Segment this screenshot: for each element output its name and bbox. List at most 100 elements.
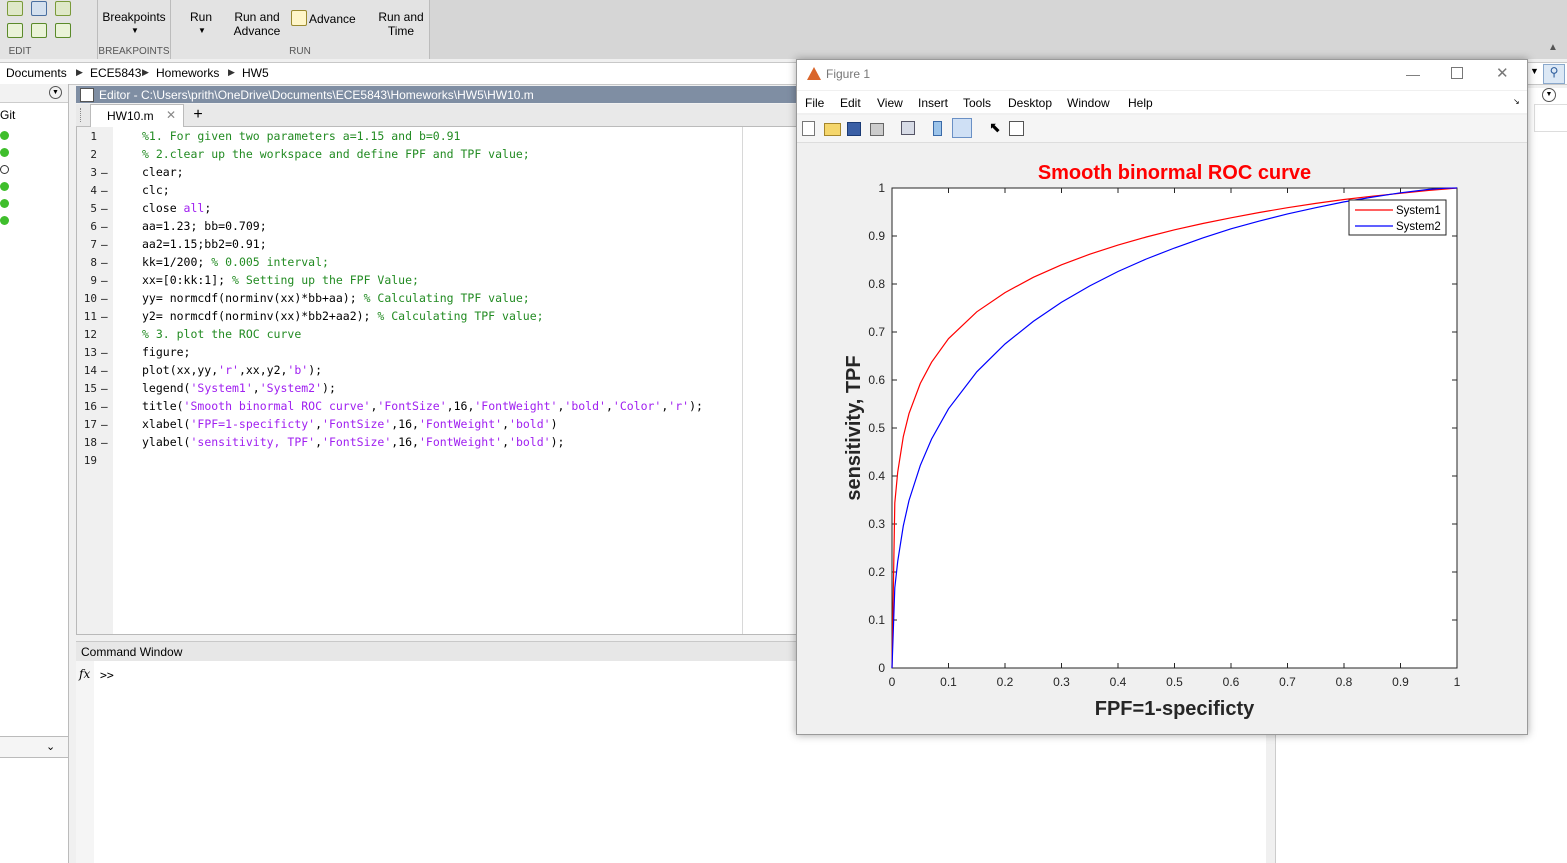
line-number: 19 (83, 454, 97, 467)
crumb-arrow-icon[interactable]: ▶ (76, 67, 83, 77)
property-editor-icon[interactable] (1009, 121, 1024, 136)
series-line-system1[interactable] (891, 187, 1458, 669)
close-icon[interactable]: ✕ (1496, 65, 1509, 82)
breakpoint-marker[interactable]: — (101, 166, 108, 179)
breakpoint-marker[interactable]: — (101, 292, 108, 305)
link-plot-icon[interactable] (901, 121, 915, 135)
advance-icon[interactable] (291, 10, 307, 26)
breakpoint-marker[interactable]: — (101, 238, 108, 251)
breakpoint-marker[interactable]: — (101, 418, 108, 431)
print-icon[interactable] (870, 123, 884, 136)
y-tick-label: 0.6 (868, 373, 885, 387)
function-browser-icon[interactable]: fx (79, 667, 91, 681)
breakpoint-marker[interactable]: — (101, 310, 108, 323)
code-token: xlabel( (142, 417, 191, 431)
breakpoint-marker[interactable]: — (101, 364, 108, 377)
tab-hw10[interactable]: HW10.m ✕ (90, 104, 184, 127)
panel-menu-icon[interactable]: ▼ (49, 86, 62, 99)
wrap-comments-icon[interactable] (55, 1, 71, 16)
crumb-homeworks[interactable]: Homeworks (156, 66, 220, 80)
run-dropdown-icon[interactable]: ▼ (198, 26, 206, 35)
run-caption: RUN (289, 46, 311, 57)
code-line[interactable]: aa=1.23; bb=0.709; (142, 219, 267, 233)
code-line[interactable]: y2= normcdf(norminv(xx)*bb2+aa2); % Calc… (142, 309, 544, 323)
pointer-icon[interactable]: ⬉ (989, 119, 1001, 135)
crumb-arrow-icon[interactable]: ▶ (142, 67, 149, 77)
code-line[interactable]: ylabel('sensitivity, TPF','FontSize',16,… (142, 435, 564, 449)
run-and-advance-button[interactable]: Run and Advance (233, 10, 281, 38)
breakpoint-marker[interactable]: — (101, 184, 108, 197)
new-figure-icon[interactable] (802, 121, 815, 136)
code-line[interactable]: xlabel('FPF=1-specificty','FontSize',16,… (142, 417, 558, 431)
crumb-ece5843[interactable]: ECE5843 (90, 66, 142, 80)
code-line[interactable]: %1. For given two parameters a=1.15 and … (142, 129, 461, 143)
menu-window[interactable]: Window (1067, 96, 1110, 110)
menu-insert[interactable]: Insert (918, 96, 949, 110)
code-line[interactable]: aa2=1.15;bb2=0.91; (142, 237, 267, 251)
close-tab-icon[interactable]: ✕ (166, 108, 177, 122)
chevron-down-icon[interactable]: ▼ (131, 26, 139, 35)
breakpoint-marker[interactable]: — (101, 256, 108, 269)
code-editor[interactable]: 1 2 3—4—5—6—7—8—9—10—11—12 13—14—15—16—17—1… (76, 127, 798, 635)
details-bar[interactable]: ⌄ (0, 736, 68, 758)
breakpoint-marker[interactable]: — (101, 220, 108, 233)
code-line[interactable]: clear; (142, 165, 184, 179)
save-icon[interactable] (847, 122, 861, 136)
search-icon[interactable]: ⚲ (1543, 64, 1565, 84)
code-line[interactable]: close all; (142, 201, 211, 215)
indent-icon[interactable] (31, 23, 47, 38)
menu-help[interactable]: Help (1128, 96, 1153, 110)
legend-icon[interactable] (952, 118, 972, 138)
uncomment-icon[interactable] (31, 1, 47, 16)
code-line[interactable]: figure; (142, 345, 190, 359)
menu-edit[interactable]: Edit (840, 96, 861, 110)
dock-arrow-icon[interactable]: ↘ (1513, 97, 1520, 106)
address-dropdown-icon[interactable]: ▼ (1530, 66, 1539, 76)
code-line[interactable]: legend('System1','System2'); (142, 381, 336, 395)
code-line[interactable]: yy= normcdf(norminv(xx)*bb+aa); % Calcul… (142, 291, 530, 305)
code-token: ); (689, 399, 703, 413)
crumb-arrow-icon[interactable]: ▶ (228, 67, 235, 77)
breakpoint-marker[interactable]: — (101, 436, 108, 449)
code-line[interactable]: clc; (142, 183, 170, 197)
advance-button[interactable]: Advance (309, 12, 356, 26)
series-line-system2[interactable] (891, 187, 1458, 669)
menu-file[interactable]: File (805, 96, 825, 110)
minimize-icon[interactable]: — (1406, 66, 1420, 82)
menu-tools[interactable]: Tools (963, 96, 992, 110)
menu-view[interactable]: View (877, 96, 903, 110)
panel-menu-icon[interactable]: ▼ (1542, 88, 1556, 102)
outdent-icon[interactable] (55, 23, 71, 38)
code-line[interactable]: plot(xx,yy,'r',xx,y2,'b'); (142, 363, 322, 377)
git-status-icon (0, 199, 9, 208)
breakpoint-marker[interactable]: — (101, 202, 108, 215)
code-line[interactable]: % 3. plot the ROC curve (142, 327, 301, 341)
collapse-toolstrip-icon[interactable]: ▲ (1548, 42, 1558, 53)
chevron-down-icon[interactable]: ⌄ (46, 741, 56, 753)
breakpoint-marker[interactable]: — (101, 400, 108, 413)
legend-box[interactable] (1348, 199, 1447, 236)
maximize-icon[interactable] (1451, 67, 1463, 79)
new-tab-button[interactable]: + (193, 106, 203, 123)
run-and-time-button[interactable]: Run and Time (378, 10, 424, 38)
breakpoint-marker[interactable]: — (101, 274, 108, 287)
code-token: % Setting up the FPF Value; (232, 273, 419, 287)
breakpoints-button[interactable]: Breakpoints (102, 10, 166, 24)
code-line[interactable]: % 2.clear up the workspace and define FP… (142, 147, 530, 161)
smart-indent-icon[interactable] (7, 23, 23, 38)
axes-box[interactable] (891, 187, 1458, 669)
comment-icon[interactable] (7, 1, 23, 16)
colorbar-icon[interactable] (933, 121, 942, 136)
menu-desktop[interactable]: Desktop (1008, 96, 1053, 110)
plot-area[interactable]: 0 0.1 0.2 0.3 0.4 0.5 0.6 0.7 0.8 0.9 1 0 0.1 0.2 0.3 0… (797, 143, 1527, 733)
code-line[interactable]: xx=[0:kk:1]; % Setting up the FPF Value; (142, 273, 419, 287)
code-line[interactable]: title('Smooth binormal ROC curve','FontS… (142, 399, 703, 413)
crumb-documents[interactable]: Documents (6, 66, 67, 80)
breakpoint-marker[interactable]: — (101, 346, 108, 359)
open-file-icon[interactable] (824, 123, 841, 136)
x-tick-label: 0.7 (1279, 675, 1296, 689)
code-line[interactable]: kk=1/200; % 0.005 interval; (142, 255, 329, 269)
breakpoint-marker[interactable]: — (101, 382, 108, 395)
crumb-hw5[interactable]: HW5 (242, 66, 269, 80)
run-button[interactable]: Run (189, 10, 212, 24)
